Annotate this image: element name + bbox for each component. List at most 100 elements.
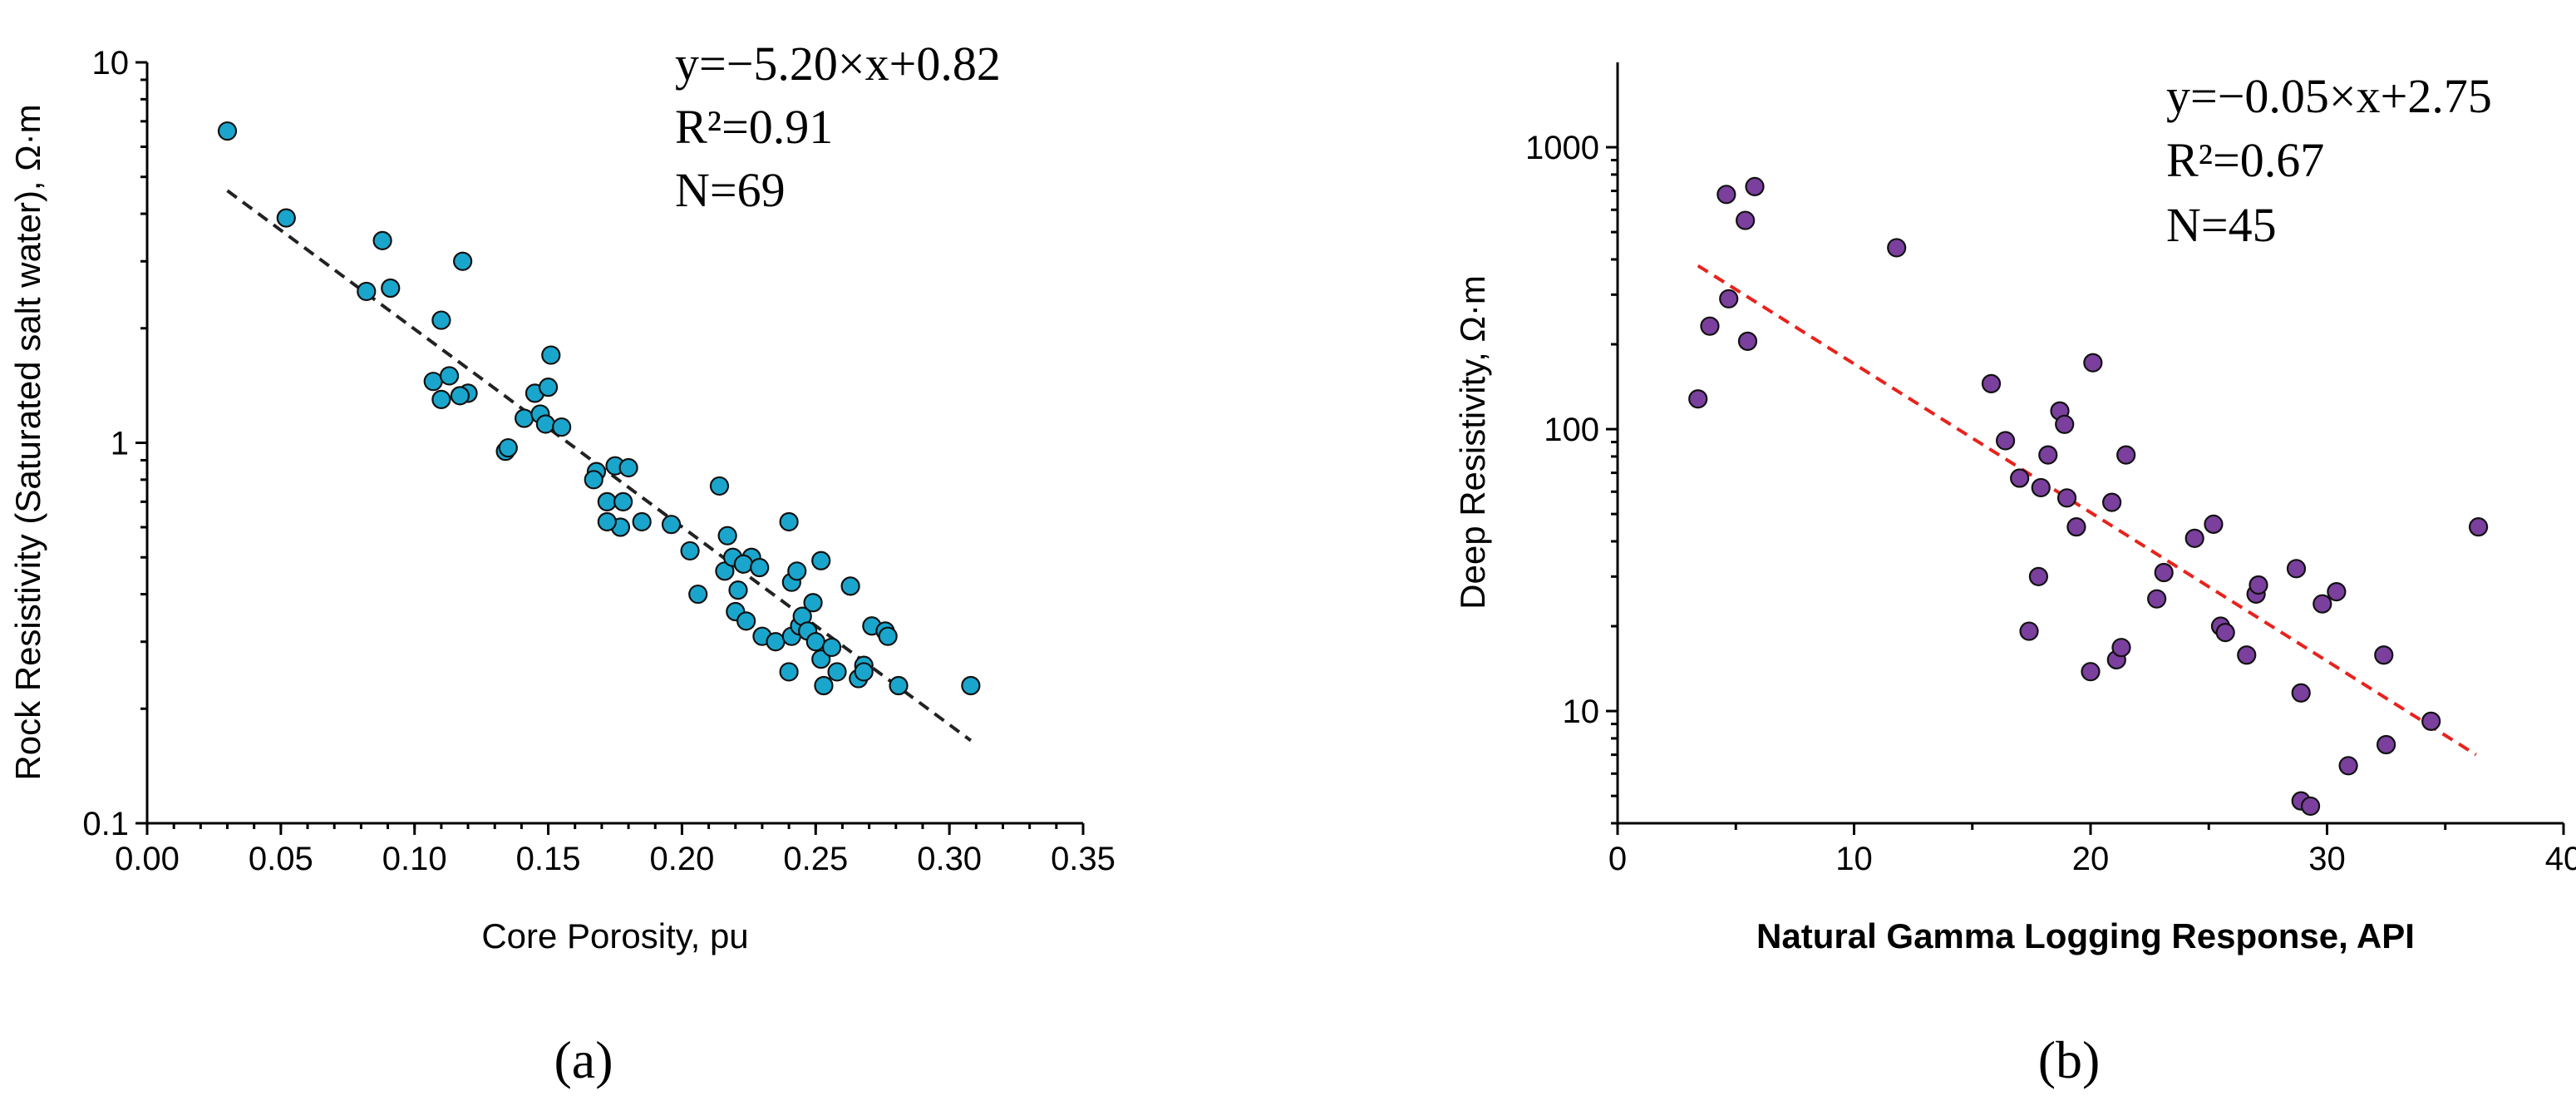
panel-a-x-tick-label: 0.35 — [1051, 841, 1116, 877]
panel-a: 0.00 0.05 0.10 0.15 0.20 0.25 0.30 0.35 0.1 1 10 R… — [8, 37, 1116, 1089]
panel-a-data-point — [728, 580, 748, 600]
panel-a-data-point — [515, 408, 534, 428]
panel-a-x-tick-label: 0.30 — [917, 841, 982, 877]
panel-b-caption: (b) — [2038, 1030, 2101, 1089]
panel-b-data-point — [1737, 331, 1758, 351]
panel-b-data-point — [2028, 566, 2049, 586]
panel-b-data-point — [2204, 514, 2224, 535]
panel-a-data-point — [597, 491, 617, 511]
panel-b-data-point — [2215, 622, 2235, 643]
panel-a-r-squared: R²=0.91 — [675, 100, 833, 154]
panel-b-x-tick-label: 10 — [1835, 841, 1873, 877]
panel-b-data-point — [1745, 176, 1765, 197]
panel-a-data-point — [453, 251, 473, 271]
panel-a-caption: (a) — [554, 1030, 613, 1089]
panel-a-data-point — [840, 576, 860, 596]
panel-a-y-tick-label: 1 — [111, 426, 129, 462]
panel-a-data-point — [779, 662, 799, 682]
panel-b-x-tick-label: 30 — [2308, 841, 2346, 877]
panel-a-x-tick-label: 0.10 — [382, 841, 447, 877]
panel-a-data-point — [584, 470, 603, 490]
panel-b-data-point — [2056, 488, 2077, 508]
panel-a-data-point — [541, 345, 561, 365]
panel-a-data-point — [680, 541, 700, 561]
panel-b-data-point — [2291, 683, 2311, 703]
panel-b: 0 10 20 30 40 10 100 1000 Deep Resistivity, Ω·m… — [1453, 62, 2576, 1089]
panel-a-data-point — [423, 372, 443, 392]
panel-b-y-tick-label: 1000 — [1525, 130, 1599, 166]
panel-b-ticks: 0 10 20 30 40 10 100 1000 — [1525, 130, 2576, 877]
panel-b-data-point — [2081, 662, 2101, 682]
panel-b-data-point — [2038, 445, 2058, 465]
panel-b-n-count: N=45 — [2166, 198, 2277, 252]
panel-b-fit-line — [1697, 264, 2477, 757]
panel-a-equation: y=−5.20×x+0.82 — [675, 37, 1001, 91]
panel-a-data-point — [805, 632, 825, 652]
panel-a-data-point — [811, 550, 831, 570]
panel-a-data-point — [535, 414, 555, 434]
panel-b-data-point — [2102, 492, 2122, 512]
panel-a-y-tick-label: 0.1 — [82, 806, 129, 842]
panel-b-equation: y=−0.05×x+2.75 — [2166, 69, 2492, 123]
panel-a-data-point — [811, 649, 831, 669]
panel-a-data-point — [372, 230, 392, 250]
panel-b-x-tick-label: 0 — [1608, 841, 1627, 877]
panel-b-y-axis-title: Deep Resistivity, Ω·m — [1453, 275, 1492, 610]
panel-a-data-point — [717, 526, 737, 546]
panel-a-x-tick-label: 0.15 — [516, 841, 581, 877]
panel-b-points — [1688, 176, 2489, 817]
panel-b-data-point — [2010, 468, 2030, 488]
panel-b-data-point — [2248, 575, 2268, 595]
panel-b-data-point — [2377, 734, 2396, 755]
panel-a-data-point — [766, 632, 786, 652]
panel-b-data-point — [2338, 756, 2358, 776]
panel-a-y-tick-label: 10 — [92, 45, 130, 81]
panel-b-data-point — [2374, 645, 2394, 665]
panel-b-data-point — [2066, 517, 2086, 537]
panel-a-data-point — [217, 121, 238, 141]
panel-a-data-point — [439, 366, 460, 386]
panel-a-data-point — [827, 662, 847, 682]
panel-b-data-point — [1887, 238, 1907, 258]
panel-a-data-point — [381, 278, 401, 299]
panel-b-x-tick-label: 40 — [2545, 841, 2576, 877]
panel-b-data-point — [2147, 589, 2167, 609]
panel-a-data-point — [431, 310, 451, 330]
panel-a-points — [217, 121, 981, 696]
panel-a-x-tick-label: 0.25 — [783, 841, 848, 877]
panel-b-data-point — [1995, 431, 2016, 451]
panel-b-data-point — [2237, 645, 2257, 665]
panel-a-data-point — [779, 511, 799, 532]
panel-a-data-point — [733, 554, 754, 574]
panel-a-data-point — [431, 389, 451, 409]
panel-a-data-point — [498, 437, 518, 458]
panel-a-data-point — [787, 561, 807, 581]
panel-a-data-point — [632, 511, 652, 532]
panel-a-data-point — [854, 662, 874, 682]
panel-a-x-tick-label: 0.05 — [249, 841, 313, 877]
panel-a-data-point — [357, 281, 377, 302]
panel-a-data-point — [821, 637, 842, 658]
panel-b-data-point — [2116, 445, 2136, 465]
panel-b-data-point — [1719, 289, 1739, 309]
panel-a-data-point — [961, 675, 981, 696]
panel-a-data-point — [597, 511, 617, 532]
panel-b-r-squared: R²=0.67 — [2166, 133, 2324, 187]
panel-a-data-point — [276, 208, 296, 228]
panel-b-x-axis-title: Natural Gamma Logging Response, API — [1756, 916, 2415, 955]
panel-b-data-point — [1717, 185, 1736, 205]
panel-b-data-point — [2031, 477, 2051, 498]
panel-a-data-point — [814, 675, 834, 696]
panel-a-data-point — [613, 491, 633, 511]
panel-a-ticks: 0.00 0.05 0.10 0.15 0.20 0.25 0.30 0.35 0.1 1 10 — [82, 45, 1116, 877]
panel-b-data-point — [1688, 389, 1708, 409]
panel-a-x-tick-label: 0.00 — [115, 841, 180, 877]
panel-a-n-count: N=69 — [675, 163, 786, 217]
panel-a-data-point — [450, 386, 470, 406]
panel-a-data-point — [878, 626, 898, 646]
panel-a-y-axis-title: Rock Resistivity (Saturated salt water),… — [8, 104, 47, 780]
panel-b-data-point — [2184, 528, 2204, 548]
panel-b-x-tick-label: 20 — [2072, 841, 2110, 877]
panel-a-data-point — [552, 417, 572, 437]
panel-b-data-point — [2312, 594, 2332, 614]
